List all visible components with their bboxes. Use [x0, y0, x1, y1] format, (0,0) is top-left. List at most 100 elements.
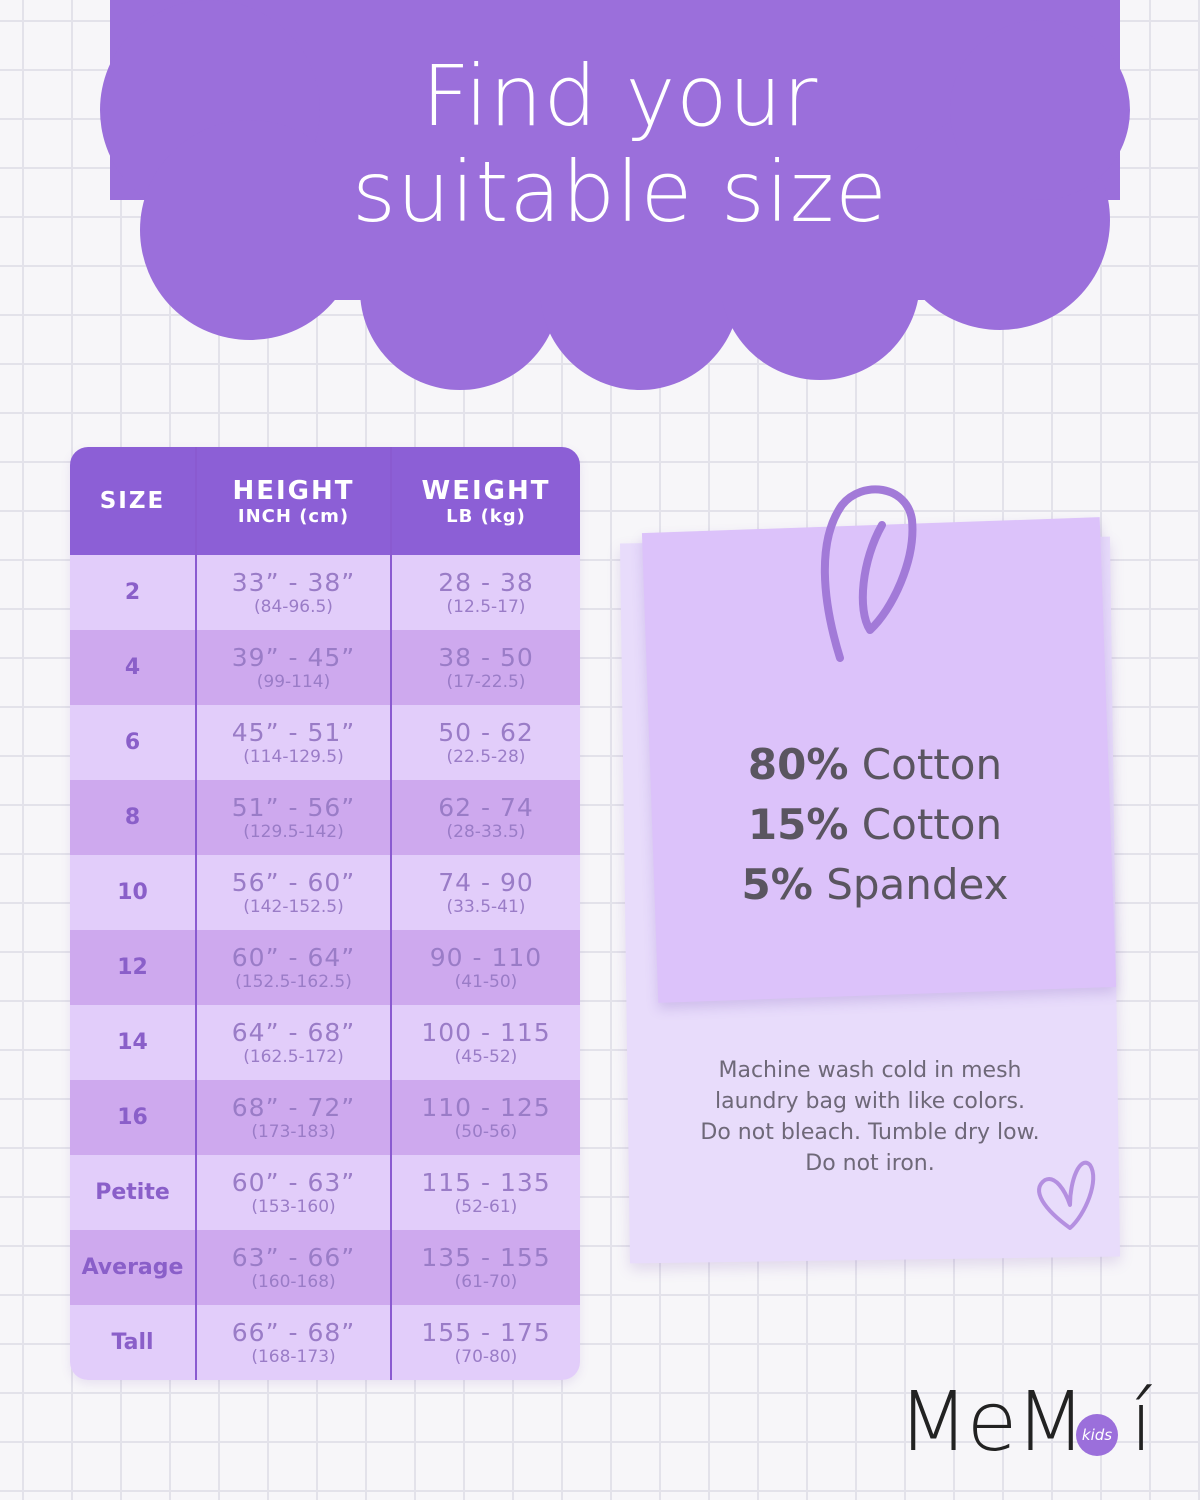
care-line: Do not bleach. Tumble dry low.	[700, 1120, 1040, 1145]
size-value: Tall	[111, 1330, 154, 1355]
weight-lb: 115 - 135	[421, 1168, 551, 1197]
paperclip-icon	[820, 485, 917, 662]
size-cell: 6	[70, 705, 197, 780]
fabric-percent: 80%	[747, 740, 849, 789]
size-value: 4	[124, 655, 141, 680]
height-inch: 39” - 45”	[231, 643, 356, 672]
weight-cell: 50 - 62 (22.5-28)	[392, 705, 580, 780]
height-cm: (142-152.5)	[243, 897, 344, 917]
size-chart-table: SIZE HEIGHT INCH (cm) WEIGHT LB (kg) 2 33”…	[70, 447, 580, 1380]
height-inch: 51” - 56”	[231, 793, 356, 822]
table-row: Petite 60” - 63” (153-160) 115 - 135 (52-6…	[70, 1155, 580, 1230]
weight-kg: (61-70)	[454, 1272, 518, 1292]
size-value: Petite	[95, 1180, 170, 1205]
height-cm: (160-168)	[251, 1272, 336, 1292]
size-value: 10	[117, 880, 148, 905]
height-inch: 56” - 60”	[231, 868, 356, 897]
height-cm: (114-129.5)	[243, 747, 344, 767]
height-inch: 45” - 51”	[231, 718, 356, 747]
fabric-material: Spandex	[826, 860, 1009, 909]
size-cell: 4	[70, 630, 197, 705]
fabric-percent: 15%	[747, 800, 849, 849]
height-cm: (129.5-142)	[243, 822, 344, 842]
fabric-percent: 5%	[741, 860, 813, 909]
weight-kg: (50-56)	[454, 1122, 518, 1142]
height-inch: 60” - 64”	[231, 943, 356, 972]
header-weight-label: WEIGHT	[421, 475, 551, 506]
weight-lb: 90 - 110	[429, 943, 543, 972]
height-cm: (162.5-172)	[243, 1047, 344, 1067]
table-row: Tall 66” - 68” (168-173) 155 - 175 (70-80)	[70, 1305, 580, 1380]
table-header: SIZE HEIGHT INCH (cm) WEIGHT LB (kg)	[70, 447, 580, 555]
table-row: 12 60” - 64” (152.5-162.5) 90 - 110 (41-50…	[70, 930, 580, 1005]
title-line-1: Find your	[421, 47, 819, 145]
size-cell: Petite	[70, 1155, 197, 1230]
header-weight: WEIGHT LB (kg)	[392, 447, 580, 555]
height-cell: 45” - 51” (114-129.5)	[197, 705, 392, 780]
height-inch: 66” - 68”	[231, 1318, 356, 1347]
height-inch: 63” - 66”	[231, 1243, 356, 1272]
weight-lb: 135 - 155	[421, 1243, 551, 1272]
weight-kg: (33.5-41)	[446, 897, 526, 917]
size-value: 8	[124, 805, 141, 830]
fabric-material: Cotton	[861, 740, 1003, 789]
table-row: Average 63” - 66” (160-168) 135 - 155 (61-…	[70, 1230, 580, 1305]
care-line: Machine wash cold in mesh	[718, 1058, 1022, 1083]
weight-lb: 38 - 50	[438, 643, 534, 672]
height-cell: 33” - 38” (84-96.5)	[197, 555, 392, 630]
weight-cell: 135 - 155 (61-70)	[392, 1230, 580, 1305]
size-cell: Average	[70, 1230, 197, 1305]
height-cell: 60” - 63” (153-160)	[197, 1155, 392, 1230]
height-cm: (173-183)	[251, 1122, 336, 1142]
header-weight-unit: LB (kg)	[446, 505, 526, 527]
weight-cell: 62 - 74 (28-33.5)	[392, 780, 580, 855]
page-title: Find your suitable size	[240, 48, 1000, 240]
size-value: 2	[124, 580, 141, 605]
fabric-composition: 80% Cotton 15% Cotton 5% Spandex	[690, 735, 1060, 915]
size-value: Average	[81, 1255, 184, 1280]
table-row: 16 68” - 72” (173-183) 110 - 125 (50-56)	[70, 1080, 580, 1155]
weight-cell: 90 - 110 (41-50)	[392, 930, 580, 1005]
table-row: 4 39” - 45” (99-114) 38 - 50 (17-22.5)	[70, 630, 580, 705]
fabric-line: 5% Spandex	[690, 855, 1060, 915]
size-cell: 16	[70, 1080, 197, 1155]
header-height: HEIGHT INCH (cm)	[197, 447, 392, 555]
heart-doodle-icon	[1037, 1160, 1096, 1230]
weight-lb: 100 - 115	[421, 1018, 551, 1047]
fabric-material: Cotton	[861, 800, 1003, 849]
weight-kg: (12.5-17)	[446, 597, 526, 617]
size-cell: 10	[70, 855, 197, 930]
fabric-line: 15% Cotton	[690, 795, 1060, 855]
height-cell: 63” - 66” (160-168)	[197, 1230, 392, 1305]
title-line-2: suitable size	[352, 143, 888, 241]
height-cm: (153-160)	[251, 1197, 336, 1217]
size-value: 16	[117, 1105, 148, 1130]
weight-cell: 115 - 135 (52-61)	[392, 1155, 580, 1230]
height-cell: 64” - 68” (162.5-172)	[197, 1005, 392, 1080]
fabric-line: 80% Cotton	[690, 735, 1060, 795]
table-row: 14 64” - 68” (162.5-172) 100 - 115 (45-52)	[70, 1005, 580, 1080]
size-value: 6	[124, 730, 141, 755]
height-cm: (99-114)	[256, 672, 331, 692]
kids-badge: kids	[1076, 1414, 1118, 1456]
height-inch: 68” - 72”	[231, 1093, 356, 1122]
height-inch: 64” - 68”	[231, 1018, 356, 1047]
care-line: laundry bag with like colors.	[715, 1089, 1025, 1114]
weight-cell: 100 - 115 (45-52)	[392, 1005, 580, 1080]
weight-cell: 38 - 50 (17-22.5)	[392, 630, 580, 705]
size-value: 12	[117, 955, 148, 980]
header-size: SIZE	[70, 447, 197, 555]
weight-kg: (70-80)	[454, 1347, 518, 1367]
table-row: 10 56” - 60” (142-152.5) 74 - 90 (33.5-41)	[70, 855, 580, 930]
weight-kg: (28-33.5)	[446, 822, 526, 842]
table-row: 8 51” - 56” (129.5-142) 62 - 74 (28-33.5)	[70, 780, 580, 855]
weight-lb: 155 - 175	[421, 1318, 551, 1347]
table-row: 6 45” - 51” (114-129.5) 50 - 62 (22.5-28)	[70, 705, 580, 780]
size-cell: 2	[70, 555, 197, 630]
memoi-kids-logo: MeM í	[898, 1375, 1153, 1470]
height-cm: (84-96.5)	[254, 597, 333, 617]
weight-kg: (22.5-28)	[446, 747, 526, 767]
weight-lb: 110 - 125	[421, 1093, 551, 1122]
header-size-label: SIZE	[99, 488, 166, 514]
height-cell: 66” - 68” (168-173)	[197, 1305, 392, 1380]
